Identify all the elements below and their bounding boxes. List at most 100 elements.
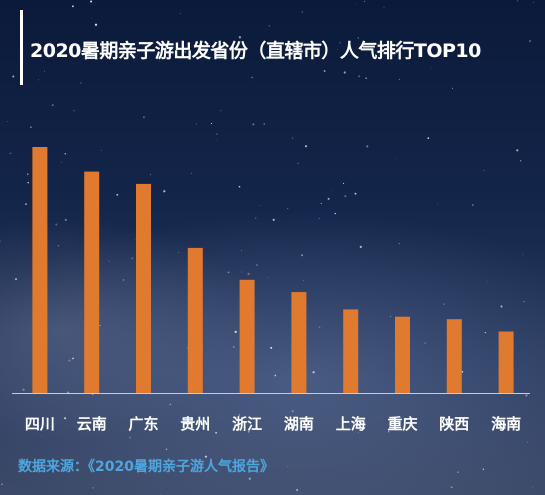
star — [227, 271, 230, 274]
star — [179, 13, 181, 14]
star — [398, 243, 400, 245]
star — [6, 120, 8, 122]
star — [291, 137, 294, 139]
title-accent-bar — [20, 10, 23, 85]
star — [304, 145, 308, 148]
star — [25, 203, 27, 206]
star — [57, 245, 60, 247]
star — [332, 189, 333, 191]
star — [238, 36, 242, 39]
star — [287, 466, 289, 468]
star — [443, 303, 445, 305]
star — [517, 0, 519, 2]
star — [430, 67, 432, 69]
star — [343, 182, 345, 185]
star — [390, 315, 392, 317]
star — [92, 487, 94, 489]
star — [427, 137, 430, 140]
star — [287, 208, 289, 210]
star — [266, 277, 268, 278]
star — [159, 60, 161, 62]
star — [260, 204, 261, 206]
star — [516, 149, 519, 152]
star — [73, 110, 75, 112]
star — [241, 271, 242, 273]
star — [165, 448, 168, 451]
star — [272, 218, 275, 221]
star — [263, 123, 265, 125]
star — [327, 197, 330, 200]
star — [383, 6, 385, 8]
star — [394, 158, 396, 159]
star — [533, 2, 534, 3]
star — [64, 417, 67, 420]
star — [247, 430, 250, 433]
star — [130, 469, 132, 471]
x-tick-label: 海南 — [491, 415, 521, 433]
star — [318, 326, 321, 328]
star — [248, 477, 251, 480]
star — [210, 123, 213, 125]
star — [64, 153, 66, 155]
star — [68, 359, 71, 362]
star — [238, 414, 240, 416]
star — [142, 116, 145, 119]
star — [334, 212, 337, 215]
star — [0, 240, 1, 242]
x-tick-label: 四川 — [25, 415, 55, 433]
star — [483, 169, 485, 172]
bar-4 — [187, 247, 203, 393]
star — [195, 123, 197, 125]
star — [134, 238, 136, 240]
star — [359, 245, 362, 249]
star — [344, 195, 347, 198]
bar-8 — [395, 316, 410, 393]
star — [184, 50, 187, 53]
star — [206, 44, 208, 46]
star — [437, 203, 438, 205]
star — [241, 250, 242, 252]
star — [252, 123, 255, 126]
star — [398, 78, 400, 80]
star — [320, 202, 322, 204]
star — [90, 0, 93, 3]
x-tick-label: 重庆 — [387, 415, 417, 433]
star — [204, 455, 207, 458]
bar-3 — [136, 183, 151, 393]
star — [1, 483, 3, 486]
star — [101, 150, 102, 151]
star — [337, 48, 339, 50]
star — [61, 162, 62, 163]
star — [301, 11, 303, 13]
star — [268, 25, 270, 27]
star — [301, 254, 303, 257]
star — [424, 342, 426, 344]
star — [525, 394, 528, 397]
star — [255, 264, 258, 267]
bar-10 — [498, 331, 514, 393]
star — [528, 40, 532, 43]
star — [30, 126, 32, 128]
star — [482, 468, 484, 470]
star — [358, 75, 361, 78]
star — [461, 370, 464, 373]
star — [359, 429, 361, 431]
star — [15, 278, 17, 281]
star — [364, 0, 366, 2]
star — [247, 272, 250, 276]
star — [450, 486, 453, 489]
x-tick-label: 广东 — [128, 415, 158, 433]
star — [220, 109, 222, 112]
star — [523, 301, 525, 303]
star — [270, 346, 273, 349]
x-tick-label: 上海 — [336, 415, 366, 433]
chart-title: 2020暑期亲子游出发省份（直辖市）人气排行TOP10 — [30, 40, 481, 62]
star — [55, 223, 58, 226]
star — [44, 70, 45, 72]
star — [274, 374, 277, 377]
star — [131, 257, 134, 260]
star — [356, 3, 358, 5]
star — [291, 410, 294, 413]
star — [27, 181, 29, 184]
